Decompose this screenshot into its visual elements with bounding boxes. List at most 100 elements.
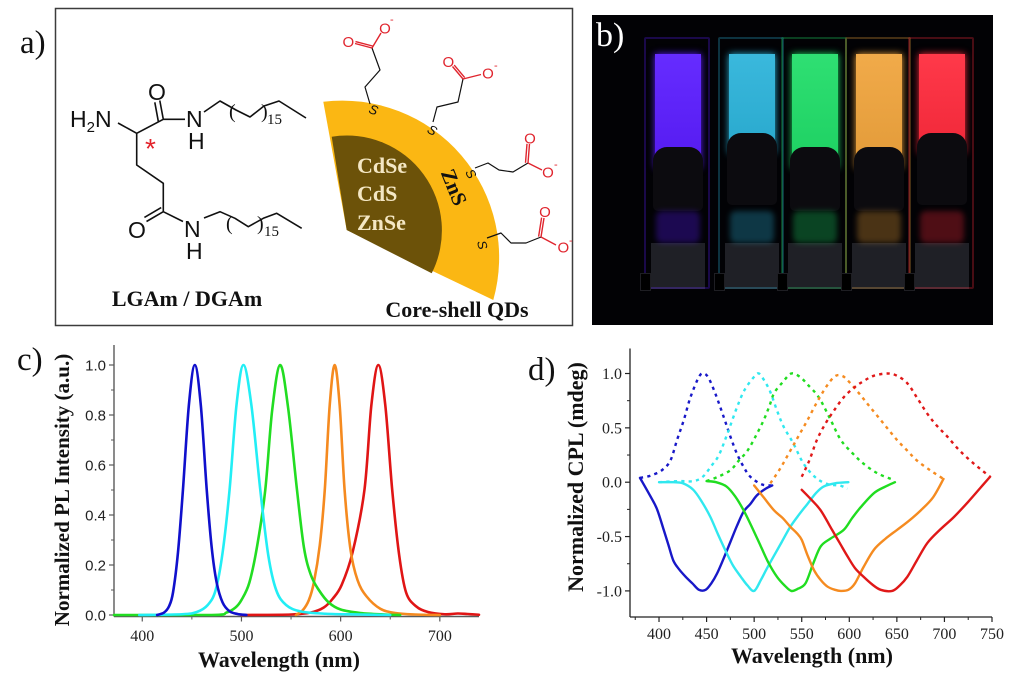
carboxylate-bonds bbox=[354, 32, 557, 246]
chain-paren-open-top: ( bbox=[229, 101, 236, 123]
chart-c-y-axis-title: Normalized PL Intensity (a.u.) bbox=[50, 354, 74, 626]
chain-paren-open-bottom: ( bbox=[226, 213, 233, 235]
cuvette-stopper bbox=[727, 133, 777, 205]
negative-charge-3: - bbox=[554, 159, 558, 171]
cuvette-stopper bbox=[917, 133, 967, 205]
x-tick-label: 400 bbox=[647, 626, 671, 643]
thiol-sulfur-4: S bbox=[474, 239, 491, 252]
core-layer-cdse: CdSe bbox=[357, 153, 407, 178]
panel-b-label: b) bbox=[596, 17, 625, 54]
chart-d-x-axis-title: Wavelength (nm) bbox=[731, 643, 893, 668]
amide-nitrogen-bottom: N bbox=[184, 216, 201, 242]
carbonyl-oxygen-top: O bbox=[148, 79, 166, 105]
cuvette-stopper bbox=[854, 147, 904, 211]
cuvette-foot bbox=[841, 273, 852, 291]
panel-d: d) 400 450 500 550 600 650 700 750 -1.0 -0.5 0.0 0.… bbox=[528, 348, 1004, 668]
chain-repeat-bottom: 15 bbox=[264, 224, 279, 240]
chart-d-y-axis-title: Normalized CPL (mdeg) bbox=[563, 362, 588, 592]
chain-paren-close-top: ) bbox=[261, 101, 268, 123]
cuvette-frame bbox=[718, 37, 784, 289]
amine-group: H2N bbox=[70, 106, 112, 136]
core-shell-quantum-dot: CdSe CdS ZnSe ZnS S S S S O O - O O - O bbox=[323, 14, 573, 322]
carboxylate-oxygen-2: O bbox=[482, 66, 494, 83]
x-tick-label: 400 bbox=[130, 628, 154, 645]
carboxylate-oxygen-3: O bbox=[542, 165, 554, 182]
qd-caption: Core-shell QDs bbox=[385, 297, 529, 322]
x-tick-label: 750 bbox=[980, 626, 1004, 643]
series-cyan-qds-solid bbox=[657, 480, 850, 593]
amide-hydrogen-bottom: H bbox=[186, 238, 203, 264]
cuvette-foot bbox=[777, 273, 788, 291]
cuvette-red bbox=[904, 37, 976, 299]
cuvette-stopper bbox=[653, 147, 703, 211]
series-cyan-qds bbox=[137, 363, 392, 617]
chart-d-marks bbox=[638, 372, 992, 593]
series-orange-qds bbox=[294, 363, 442, 617]
amine-n: N bbox=[95, 106, 112, 132]
panel-c-label: c) bbox=[17, 342, 43, 378]
y-tick-label: -1.0 bbox=[597, 583, 622, 600]
amide-hydrogen-top: H bbox=[188, 128, 205, 154]
series-red-qds-dotted bbox=[800, 372, 991, 478]
cuvette-frame bbox=[908, 37, 974, 289]
cuvette-orange bbox=[841, 37, 913, 299]
series-red-qds bbox=[240, 363, 481, 617]
amine-subscript: 2 bbox=[87, 119, 95, 136]
cuvette-cyan bbox=[714, 37, 786, 299]
cuvette-frame bbox=[781, 37, 847, 289]
series-blue-qds-solid bbox=[638, 476, 774, 592]
amine-h: H bbox=[70, 106, 87, 132]
cuvette-foot bbox=[714, 273, 725, 291]
chart-c-marks bbox=[112, 363, 481, 617]
panel-b-cuvette-photo: b) bbox=[592, 15, 993, 325]
y-tick-label: 0.5 bbox=[602, 420, 622, 437]
cuvette-stopper bbox=[790, 147, 840, 211]
glow-reflection bbox=[920, 211, 964, 243]
x-tick-label: 500 bbox=[229, 628, 253, 645]
y-tick-label: 0.0 bbox=[85, 608, 106, 625]
chart-d-axes: 400 450 500 550 600 650 700 750 -1.0 -0.5 0.0 0.5 1.… bbox=[597, 348, 1004, 643]
carboxylate-oxygen-1: O bbox=[379, 21, 391, 38]
x-tick-label: 700 bbox=[428, 628, 452, 645]
y-tick-label: 0.2 bbox=[85, 558, 106, 575]
amide-nitrogen-top: N bbox=[186, 106, 203, 132]
carbonyl-oxygen-1: O bbox=[342, 34, 354, 51]
x-tick-label: 600 bbox=[837, 626, 861, 643]
chain-paren-close-bottom: ) bbox=[257, 213, 264, 235]
core-layer-znse: ZnSe bbox=[357, 210, 406, 235]
y-tick-label: -0.5 bbox=[597, 529, 622, 546]
molecule-bonds bbox=[117, 100, 307, 229]
molecule-caption: LGAm / DGAm bbox=[112, 286, 262, 311]
chain-repeat-top: 15 bbox=[267, 112, 282, 128]
panel-a-label: a) bbox=[20, 25, 46, 61]
series-cyan-qds-dotted bbox=[658, 372, 848, 490]
y-tick-label: 0.6 bbox=[85, 458, 106, 475]
x-tick-label: 550 bbox=[790, 626, 814, 643]
negative-charge-4: - bbox=[569, 235, 573, 247]
chart-c-x-axis-title: Wavelength (nm) bbox=[198, 647, 360, 672]
panel-c: c) 400 500 600 700 0.0 0.2 0.4 0.6 0.8 1.0 Wavele… bbox=[17, 342, 481, 672]
panel-d-label: d) bbox=[528, 352, 556, 388]
panel-a: a) H2N O N H O N H ( ) 15 ( ) 15 * LGAm … bbox=[20, 7, 574, 327]
series-green-qds bbox=[112, 363, 402, 617]
glow-reflection bbox=[730, 211, 774, 243]
negative-charge-1: - bbox=[390, 14, 394, 26]
series-orange-qds-solid bbox=[752, 477, 945, 593]
series-green-qds-solid bbox=[705, 479, 897, 593]
series-red-qds-solid bbox=[800, 475, 992, 593]
glow-reflection bbox=[857, 211, 901, 243]
ligand-chains bbox=[364, 47, 542, 244]
x-tick-label: 700 bbox=[932, 626, 956, 643]
core-layer-cds: CdS bbox=[357, 181, 397, 206]
cuvette-base bbox=[915, 243, 969, 289]
cuvette-base bbox=[788, 243, 842, 289]
negative-charge-2: - bbox=[494, 60, 498, 72]
series-orange-qds-dotted bbox=[769, 373, 945, 484]
chiral-center-marker: * bbox=[145, 133, 156, 164]
carbonyl-oxygen-4: O bbox=[539, 204, 551, 221]
cuvette-frame bbox=[644, 37, 710, 289]
y-tick-label: 1.0 bbox=[602, 366, 622, 383]
glow-reflection bbox=[793, 211, 837, 243]
